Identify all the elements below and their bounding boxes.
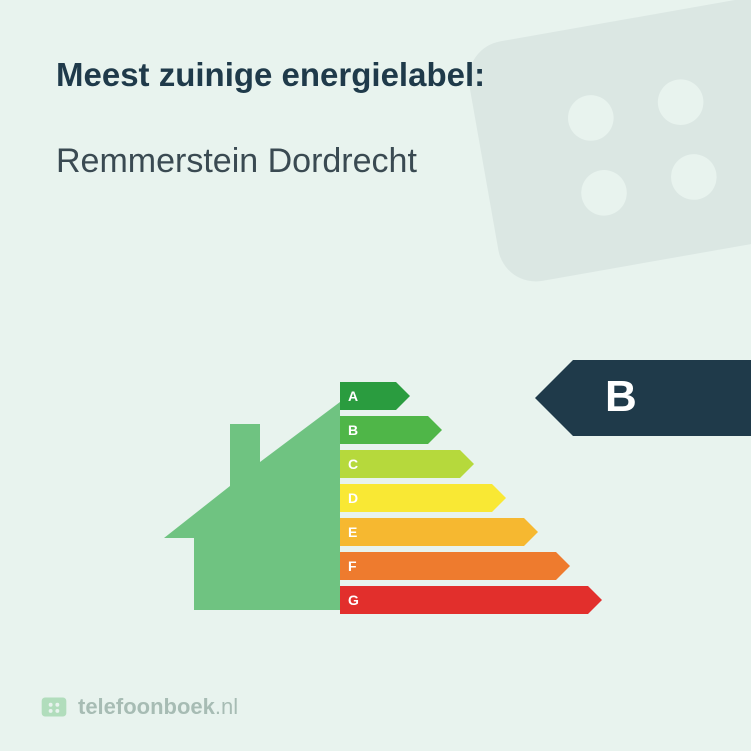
selected-label-letter: B — [605, 372, 637, 422]
page-title: Meest zuinige energielabel: — [56, 56, 695, 94]
footer-brand: telefoonboek.nl — [40, 693, 238, 721]
energy-bar-label: F — [348, 558, 357, 574]
location-name: Remmerstein Dordrecht — [56, 142, 695, 181]
house-icon — [150, 380, 340, 610]
energy-bar-label: C — [348, 456, 358, 472]
energy-bar-label: E — [348, 524, 357, 540]
brand-book-icon — [40, 693, 68, 721]
brand-name: telefoonboek.nl — [78, 694, 238, 720]
energy-bar-label: G — [348, 592, 359, 608]
energy-bar-label: D — [348, 490, 358, 506]
selected-label-badge: B — [535, 360, 751, 436]
energy-bar-label: A — [348, 388, 358, 404]
energy-bar-label: B — [348, 422, 358, 438]
